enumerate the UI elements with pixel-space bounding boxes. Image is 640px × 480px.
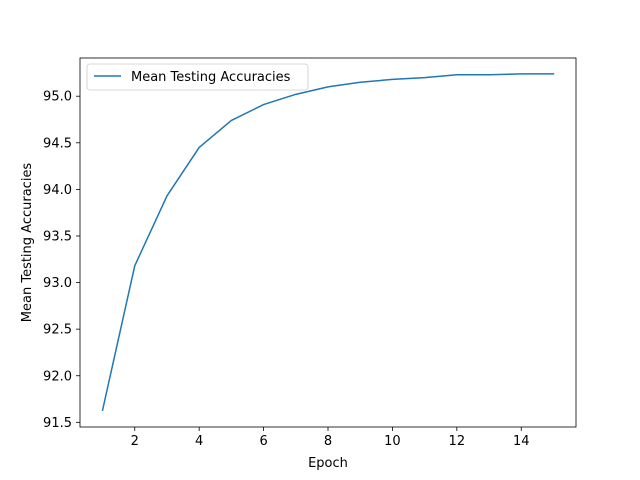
y-tick-label: 94.5 [43, 136, 72, 151]
series-layer [101, 73, 555, 412]
y-tick-label: 91.5 [43, 416, 72, 431]
plot-frame [79, 57, 577, 428]
y-axis-label: Mean Testing Accuracies [20, 163, 35, 323]
plot-area [80, 58, 576, 427]
x-tick-label: 2 [131, 434, 139, 449]
x-tick-label: 6 [259, 434, 267, 449]
y-tick-label: 95.0 [43, 90, 72, 105]
x-tick-label: 4 [195, 434, 203, 449]
legend: Mean Testing Accuracies [86, 63, 309, 91]
y-tick-label: 94.0 [43, 183, 72, 198]
legend-entry-label: Mean Testing Accuracies [131, 70, 291, 85]
legend-box [86, 63, 309, 91]
ticks-layer: 2 4 6 8 10 12 14 91.5 92.0 92.5 93.0 93.5 94.0 94.5 95… [43, 90, 529, 449]
x-tick-label: 14 [513, 434, 530, 449]
y-tick-label: 93.0 [43, 276, 72, 291]
x-tick-label: 12 [449, 434, 466, 449]
y-tick-label: 93.5 [43, 229, 72, 244]
x-axis-label: Epoch [308, 456, 348, 471]
series-line [101, 73, 555, 412]
x-tick-label: 8 [324, 434, 332, 449]
y-tick-label: 92.5 [43, 323, 72, 338]
x-tick-label: 10 [384, 434, 401, 449]
y-tick-label: 92.0 [43, 369, 72, 384]
